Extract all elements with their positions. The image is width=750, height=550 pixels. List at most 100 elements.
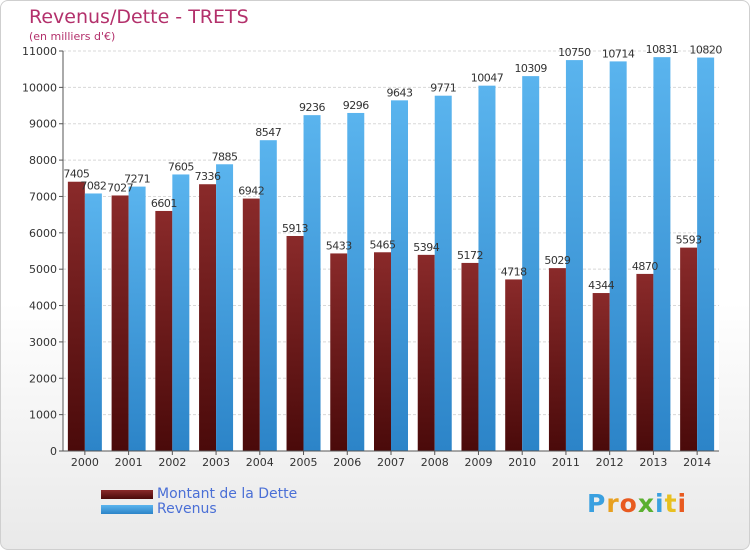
bar-revenue [609, 61, 627, 452]
bar-revenue [259, 140, 277, 451]
x-tick-label: 2013 [639, 456, 667, 469]
x-tick-label: 2009 [464, 456, 492, 469]
bar-debt [242, 198, 260, 451]
data-label-revenue: 7605 [168, 160, 194, 173]
x-tick-label: 2014 [683, 456, 711, 469]
x-tick-label: 2004 [246, 456, 274, 469]
bar-layer [67, 57, 715, 452]
logo-letter: r [606, 489, 620, 518]
chart-subtitle: (en milliers d'€) [29, 30, 116, 43]
bar-debt [417, 254, 435, 451]
legend-swatch-revenue [101, 505, 153, 514]
y-tick-label: 11000 [22, 45, 57, 58]
chart-title: Revenus/Dette - TRETS [29, 6, 249, 28]
data-label-revenue: 10714 [602, 47, 635, 60]
data-label-revenue: 9643 [387, 86, 413, 99]
y-tick-label: 2000 [29, 372, 57, 385]
bar-revenue [565, 60, 583, 451]
data-label-debt: 6942 [238, 185, 264, 198]
legend-label-revenue: Revenus [157, 501, 217, 517]
bar-revenue [391, 100, 408, 451]
y-tick-label: 5000 [29, 263, 57, 276]
bar-revenue [434, 95, 452, 451]
bar-revenue [478, 85, 496, 452]
data-label-debt: 5913 [282, 222, 308, 235]
y-tick-label: 0 [50, 445, 57, 458]
y-tick-label: 7000 [29, 190, 57, 203]
bar-debt [199, 184, 217, 451]
logo-letter: P [587, 489, 607, 518]
bar-debt [111, 195, 129, 451]
data-label-debt: 4870 [632, 260, 658, 273]
y-tick-label: 8000 [29, 154, 57, 167]
data-label-revenue: 7082 [80, 179, 106, 192]
x-tick-label: 2001 [115, 456, 143, 469]
y-tick-label: 10000 [22, 81, 57, 94]
bar-debt [680, 247, 698, 451]
y-tick-label: 3000 [29, 336, 57, 349]
bar-debt [505, 279, 523, 451]
logo-letter: i [677, 489, 688, 518]
bar-debt [286, 235, 304, 451]
bar-revenue [653, 57, 671, 452]
data-label-revenue: 10309 [514, 62, 547, 75]
bar-revenue [697, 57, 715, 451]
bar-revenue [522, 76, 540, 452]
data-label-debt: 4718 [501, 265, 527, 278]
data-label-debt: 7027 [107, 181, 133, 194]
data-label-debt: 5029 [544, 254, 570, 267]
logo-letter: x [637, 489, 655, 518]
y-tick-label: 1000 [29, 409, 57, 422]
axis-layer: 0 1000 2000 3000 4000 5000 6000 7000 8000 9000 100… [22, 45, 719, 469]
bar-revenue [172, 174, 190, 452]
data-label-debt: 5172 [457, 249, 483, 262]
bar-revenue [347, 112, 365, 452]
x-tick-label: 2000 [71, 456, 99, 469]
data-label-revenue: 8547 [255, 126, 281, 139]
x-tick-label: 2012 [596, 456, 624, 469]
bar-debt [330, 253, 348, 451]
bar-revenue [303, 115, 321, 452]
bar-debt [155, 210, 173, 451]
data-label-debt: 5593 [676, 234, 702, 247]
data-label-debt: 5394 [413, 241, 439, 254]
x-tick-label: 2010 [508, 456, 536, 469]
bar-debt [548, 268, 566, 451]
data-label-debt: 5465 [370, 238, 396, 251]
data-label-revenue: 10831 [646, 43, 679, 56]
bar-debt [67, 181, 85, 451]
bar-revenue [84, 193, 102, 452]
proxiti-logo: Proxiti [587, 489, 687, 518]
data-label-revenue: 10820 [689, 44, 722, 57]
y-tick-label: 6000 [29, 227, 57, 240]
bar-debt [374, 252, 391, 451]
legend-label-debt: Montant de la Dette [157, 486, 298, 502]
y-tick-label: 9000 [29, 118, 57, 131]
x-tick-label: 2011 [552, 456, 580, 469]
data-label-debt: 7336 [195, 170, 221, 183]
x-tick-label: 2008 [421, 456, 449, 469]
bar-revenue [216, 164, 234, 452]
logo-letter: o [619, 489, 638, 518]
data-label-debt: 5433 [326, 239, 352, 252]
data-label-debt: 7405 [63, 168, 89, 181]
bar-debt [592, 293, 610, 451]
x-tick-label: 2007 [377, 456, 405, 469]
x-tick-label: 2006 [333, 456, 361, 469]
bar-debt [461, 262, 479, 451]
data-label-debt: 6601 [151, 197, 177, 210]
data-label-revenue: 7885 [212, 150, 238, 163]
data-label-revenue: 7271 [124, 173, 150, 186]
y-tick-label: 4000 [29, 300, 57, 313]
data-label-revenue: 10047 [471, 72, 504, 85]
data-label-debt: 4344 [588, 279, 614, 292]
logo-letter: t [664, 489, 678, 518]
data-label-revenue: 9296 [343, 99, 369, 112]
bar-revenue [128, 186, 146, 451]
x-tick-label: 2003 [202, 456, 230, 469]
x-tick-label: 2002 [158, 456, 186, 469]
legend-swatch-debt [101, 490, 153, 499]
